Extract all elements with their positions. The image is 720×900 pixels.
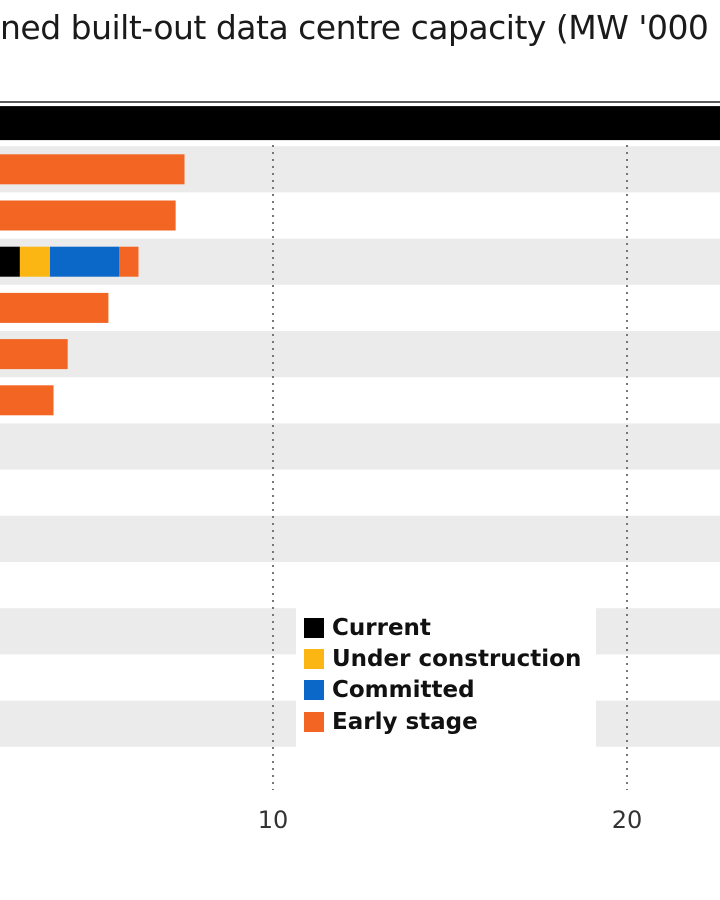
legend-label-early-stage: Early stage <box>332 709 478 735</box>
bar-committed <box>49 246 120 277</box>
x-tick-label: 20 <box>612 806 643 834</box>
legend-item-current: Current <box>304 614 431 642</box>
bar-early-stage <box>0 339 68 370</box>
row-band <box>0 423 720 470</box>
bar-early-stage <box>0 385 54 416</box>
legend-item-early-stage: Early stage <box>304 708 478 736</box>
row-band <box>0 331 720 378</box>
legend-label-current: Current <box>332 615 431 641</box>
legend-swatch-committed <box>304 680 324 700</box>
bar-current <box>0 246 20 277</box>
bar-early-stage <box>0 200 176 231</box>
legend-swatch-under-construction <box>304 649 324 669</box>
bar-early-stage <box>0 292 109 323</box>
legend-item-committed: Committed <box>304 676 475 704</box>
bar-early-stage <box>0 154 185 185</box>
legend: Current Under construction Committed Ear… <box>296 608 596 748</box>
bar-early-stage <box>119 246 139 277</box>
legend-item-under-construction: Under construction <box>304 645 581 673</box>
x-tick-label: 10 <box>258 806 289 834</box>
bars <box>0 106 720 416</box>
legend-label-under-construction: Under construction <box>332 646 582 672</box>
row-band <box>0 515 720 562</box>
chart-title: ned built-out data centre capacity (MW '… <box>0 8 709 47</box>
gridlines <box>0 101 720 790</box>
legend-label-committed: Committed <box>332 677 475 703</box>
bar-current <box>0 106 720 141</box>
legend-swatch-current <box>304 618 324 638</box>
x-tick-labels: 10 20 <box>258 806 643 834</box>
bar-under-construction <box>19 246 50 277</box>
legend-swatch-early-stage <box>304 712 324 732</box>
